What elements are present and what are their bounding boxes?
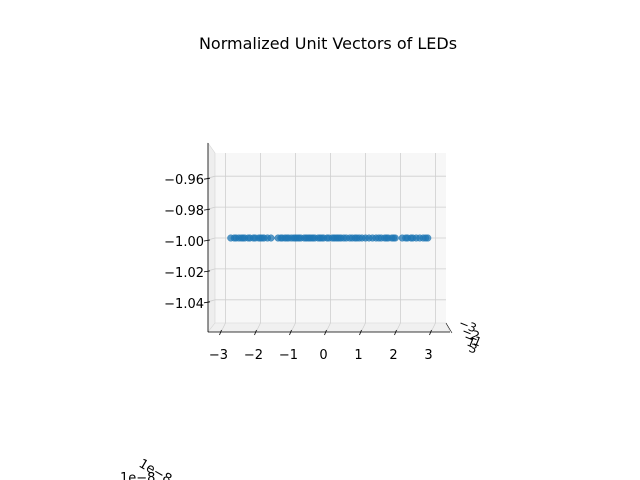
x-tick-label: −1 <box>279 348 298 363</box>
y-tick-label: −1 <box>462 330 484 350</box>
chart-title: Normalized Unit Vectors of LEDs <box>199 34 457 53</box>
z-axis-ticks: −0.96 −0.98 −1.00 −1.02 −1.04 <box>164 173 211 312</box>
z-tick-label: −1.04 <box>164 297 204 312</box>
data-point <box>424 234 432 242</box>
x-axis-ticks: −3 −2 −1 0 1 2 3 <box>209 329 433 363</box>
x-tick-label: 1 <box>354 348 362 363</box>
floor-gridline <box>221 322 226 332</box>
x-tick-label: −3 <box>209 348 228 363</box>
side-gridline <box>207 237 216 241</box>
z-tick-label: −0.96 <box>164 173 204 188</box>
floor-pane <box>207 322 451 333</box>
y-axis-line <box>445 322 453 334</box>
x-tick-label: 0 <box>319 348 327 363</box>
z-tick-mark <box>203 239 211 242</box>
z-tick-mark <box>203 208 211 211</box>
z-tick-mark <box>203 301 211 304</box>
side-gridline <box>207 175 216 179</box>
z-tick-label: −1.00 <box>164 235 204 250</box>
side-gridline <box>207 299 216 303</box>
side-gridline <box>207 268 216 272</box>
x-tick-label: −2 <box>244 348 263 363</box>
z-tick-mark <box>203 270 211 273</box>
x-tick-label: 2 <box>389 348 397 363</box>
z-tick-label: −0.98 <box>164 204 204 219</box>
y-tick-label: −3 <box>457 316 479 336</box>
x-tick-mark <box>429 329 432 336</box>
x-tick-mark <box>254 329 257 336</box>
side-gridline <box>207 206 216 210</box>
z-tick-mark <box>203 177 211 180</box>
floor-gridline <box>396 322 401 332</box>
floor-gridline <box>431 322 436 332</box>
x-tick-mark <box>359 329 362 336</box>
floor-gridline <box>361 322 366 332</box>
y-axis-ticks: −3 −2 −1 1 3 <box>457 316 484 357</box>
z-tick-label: −1.02 <box>164 266 204 281</box>
floor-gridline <box>256 322 261 332</box>
x-tick-mark <box>289 329 292 336</box>
floor-gridline <box>291 322 296 332</box>
side-pane <box>207 142 216 333</box>
x-tick-mark <box>394 329 397 336</box>
data-point <box>267 234 275 242</box>
x-tick-mark <box>324 329 327 336</box>
x-tick-label: 3 <box>424 348 432 363</box>
data-point <box>391 234 399 242</box>
scatter-points <box>227 234 432 242</box>
y-tick-label: −2 <box>460 324 482 344</box>
floor-gridline <box>326 322 331 332</box>
x-tick-mark <box>219 329 222 336</box>
offset-text: 1e−8 <box>120 471 155 480</box>
